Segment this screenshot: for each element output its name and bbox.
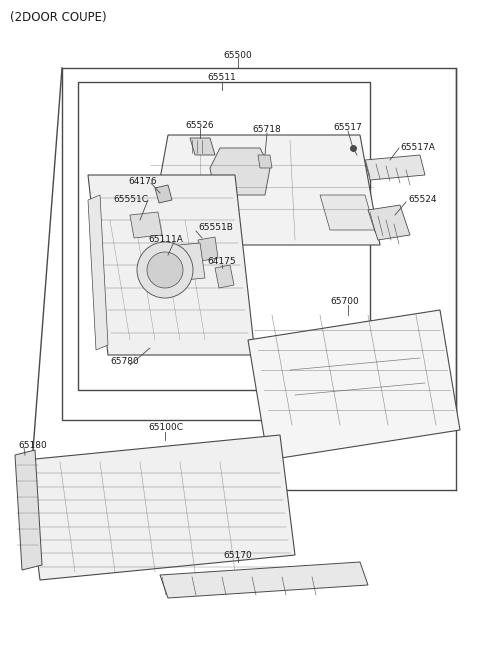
Polygon shape xyxy=(248,310,460,460)
Circle shape xyxy=(147,252,183,288)
Text: 65500: 65500 xyxy=(224,51,252,60)
Text: 65517: 65517 xyxy=(334,123,362,133)
Text: 65111A: 65111A xyxy=(148,236,183,245)
Text: 65524: 65524 xyxy=(408,195,436,205)
Text: 65551B: 65551B xyxy=(198,224,233,232)
Polygon shape xyxy=(155,185,172,203)
Text: 65100C: 65100C xyxy=(148,424,183,432)
Text: 65700: 65700 xyxy=(330,298,359,306)
Polygon shape xyxy=(258,155,272,168)
Polygon shape xyxy=(88,195,108,350)
Text: 65551C: 65551C xyxy=(113,195,148,205)
Polygon shape xyxy=(15,450,42,570)
Text: 65526: 65526 xyxy=(186,121,214,129)
Polygon shape xyxy=(320,195,375,230)
Polygon shape xyxy=(215,265,234,288)
Polygon shape xyxy=(160,562,368,598)
Text: 64176: 64176 xyxy=(128,178,156,186)
Text: 64175: 64175 xyxy=(208,258,236,266)
Text: (2DOOR COUPE): (2DOOR COUPE) xyxy=(10,12,107,24)
Polygon shape xyxy=(148,135,380,245)
Text: 65718: 65718 xyxy=(252,125,281,134)
Polygon shape xyxy=(88,175,255,355)
Polygon shape xyxy=(130,212,162,238)
Polygon shape xyxy=(210,148,270,195)
Polygon shape xyxy=(190,138,215,155)
Text: 65180: 65180 xyxy=(18,440,47,449)
Polygon shape xyxy=(368,205,410,240)
Polygon shape xyxy=(148,243,205,283)
Text: 65517A: 65517A xyxy=(400,144,435,152)
Text: 65780: 65780 xyxy=(110,358,139,367)
Polygon shape xyxy=(198,237,218,261)
Circle shape xyxy=(137,242,193,298)
Text: 65170: 65170 xyxy=(224,550,252,560)
Polygon shape xyxy=(365,155,425,180)
Polygon shape xyxy=(25,435,295,580)
Text: 65511: 65511 xyxy=(208,73,236,83)
